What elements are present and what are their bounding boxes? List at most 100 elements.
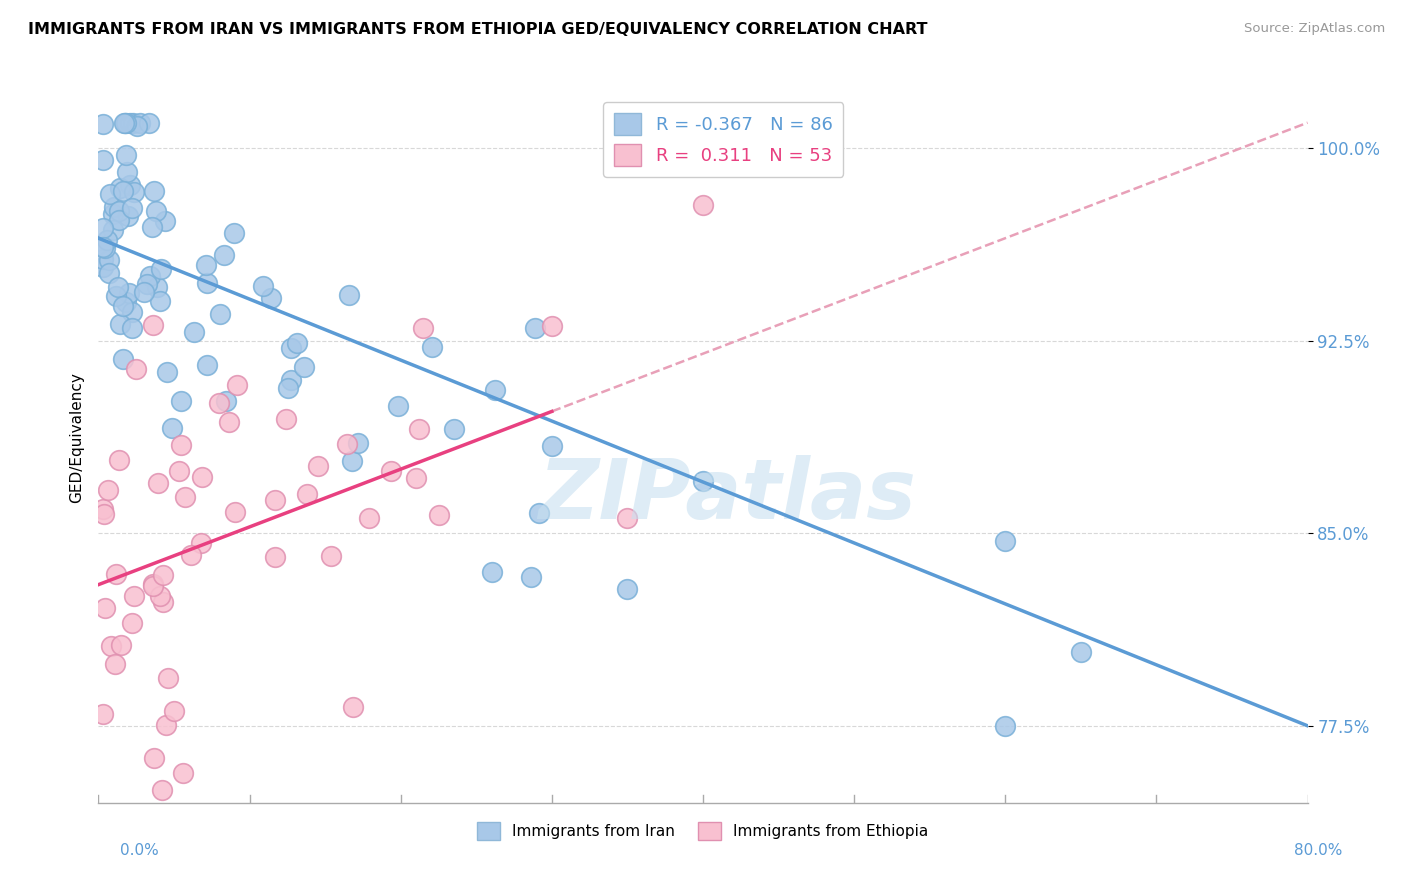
- Point: [104, 289, 127, 303]
- Point: [108, 452, 131, 467]
- Point: [337, 287, 360, 301]
- Point: [97, 266, 120, 280]
- Point: [994, 534, 1017, 549]
- Point: [91, 252, 114, 266]
- Point: [138, 116, 160, 130]
- Point: [207, 396, 229, 410]
- Point: [307, 459, 329, 474]
- Point: [118, 116, 141, 130]
- Point: [195, 276, 218, 290]
- Point: [292, 360, 315, 375]
- Point: [124, 185, 146, 199]
- Point: [295, 487, 318, 501]
- Y-axis label: GED/Equivalency: GED/Equivalency: [69, 372, 84, 502]
- Point: [285, 335, 308, 350]
- Point: [616, 582, 638, 597]
- Point: [1070, 645, 1092, 659]
- Point: [111, 184, 134, 198]
- Point: [520, 570, 543, 584]
- Point: [143, 750, 166, 764]
- Point: [190, 536, 212, 550]
- Point: [540, 319, 562, 334]
- Point: [155, 718, 177, 732]
- Point: [359, 511, 381, 525]
- Point: [412, 321, 434, 335]
- Point: [121, 201, 143, 215]
- Point: [125, 362, 148, 376]
- Point: [142, 318, 165, 333]
- Point: [224, 226, 246, 240]
- Point: [264, 493, 287, 508]
- Point: [122, 116, 145, 130]
- Point: [280, 373, 302, 387]
- Point: [91, 260, 114, 274]
- Point: [170, 394, 193, 409]
- Point: [94, 601, 117, 615]
- Point: [420, 340, 443, 354]
- Point: [346, 436, 368, 450]
- Point: [143, 184, 166, 198]
- Point: [692, 474, 714, 488]
- Point: [276, 412, 298, 426]
- Point: [132, 285, 155, 299]
- Point: [342, 453, 364, 467]
- Point: [336, 437, 359, 451]
- Point: [208, 307, 231, 321]
- Point: [112, 116, 135, 130]
- Point: [117, 210, 139, 224]
- Point: [103, 200, 125, 214]
- Point: [387, 399, 409, 413]
- Point: [91, 707, 114, 722]
- Point: [994, 719, 1017, 733]
- Point: [481, 566, 503, 580]
- Point: [108, 204, 131, 219]
- Point: [121, 616, 143, 631]
- Point: [443, 422, 465, 436]
- Point: [169, 464, 191, 478]
- Point: [129, 116, 152, 130]
- Point: [218, 415, 240, 429]
- Point: [101, 223, 124, 237]
- Point: [115, 164, 138, 178]
- Point: [157, 671, 180, 685]
- Point: [96, 233, 118, 247]
- Point: [121, 320, 143, 334]
- Point: [150, 261, 173, 276]
- Text: 0.0%: 0.0%: [120, 843, 159, 858]
- Point: [172, 766, 194, 780]
- Point: [104, 657, 127, 671]
- Point: [93, 507, 115, 521]
- Point: [91, 502, 114, 516]
- Point: [183, 325, 205, 339]
- Point: [224, 505, 246, 519]
- Point: [152, 595, 174, 609]
- Point: [91, 116, 114, 130]
- Point: [101, 207, 124, 221]
- Point: [91, 240, 114, 254]
- Point: [280, 341, 302, 355]
- Point: [114, 116, 136, 130]
- Point: [118, 285, 141, 300]
- Point: [692, 198, 714, 212]
- Point: [114, 116, 136, 130]
- Point: [91, 221, 114, 235]
- Point: [153, 214, 176, 228]
- Point: [108, 212, 131, 227]
- Point: [136, 277, 159, 291]
- Point: [276, 381, 298, 395]
- Point: [125, 119, 148, 133]
- Point: [427, 508, 450, 523]
- Point: [524, 320, 547, 334]
- Point: [252, 278, 274, 293]
- Point: [100, 639, 122, 653]
- Point: [142, 579, 165, 593]
- Point: [114, 295, 136, 310]
- Point: [94, 241, 117, 255]
- Point: [194, 258, 217, 272]
- Point: [145, 280, 167, 294]
- Point: [139, 269, 162, 284]
- Point: [540, 439, 562, 453]
- Text: IMMIGRANTS FROM IRAN VS IMMIGRANTS FROM ETHIOPIA GED/EQUIVALENCY CORRELATION CHA: IMMIGRANTS FROM IRAN VS IMMIGRANTS FROM …: [28, 22, 928, 37]
- Text: ZIPatlas: ZIPatlas: [538, 455, 917, 536]
- Point: [118, 178, 141, 192]
